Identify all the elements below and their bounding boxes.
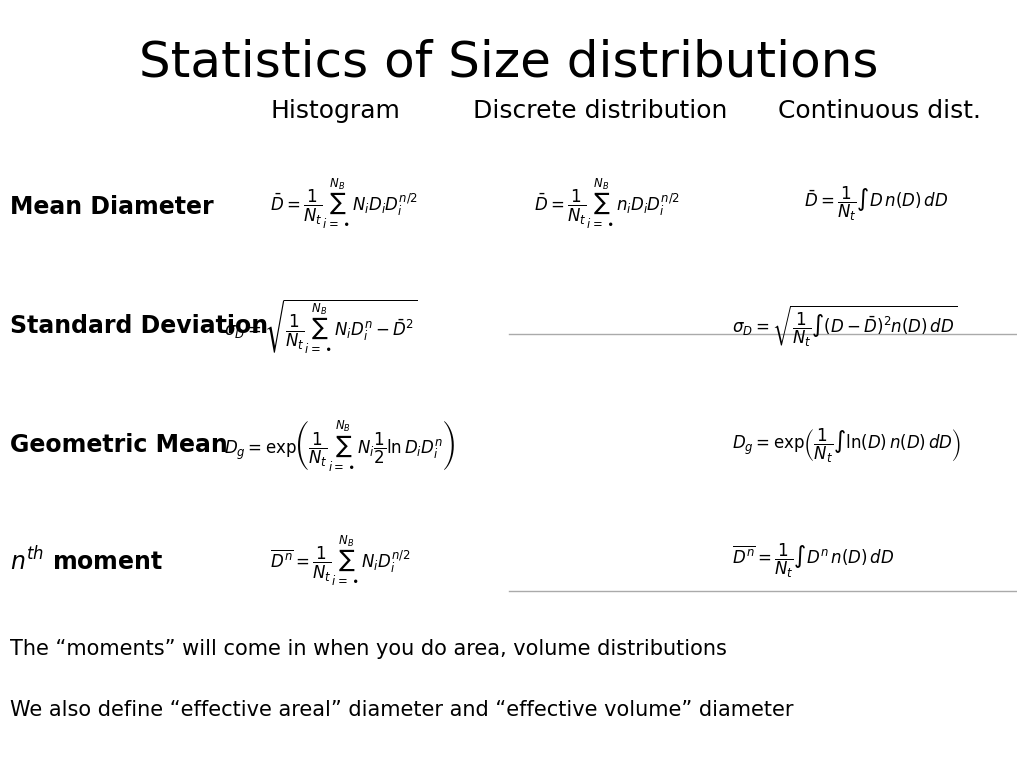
Text: Histogram: Histogram: [270, 99, 400, 124]
Text: $\bar{D} = \dfrac{1}{N_t} \sum_{i=\bullet}^{N_B} n_i D_i D_{i}^{n/2}$: $\bar{D} = \dfrac{1}{N_t} \sum_{i=\bulle…: [535, 177, 680, 230]
Text: We also define “effective areal” diameter and “effective volume” diameter: We also define “effective areal” diamete…: [10, 700, 794, 720]
Text: The “moments” will come in when you do area, volume distributions: The “moments” will come in when you do a…: [10, 639, 727, 659]
Text: Discrete distribution: Discrete distribution: [473, 99, 727, 124]
Text: Statistics of Size distributions: Statistics of Size distributions: [139, 38, 879, 87]
Text: $D_g = \exp\!\left(\dfrac{1}{N_t} \sum_{i=\bullet}^{N_B} N_i \dfrac{1}{2}\ln D_i: $D_g = \exp\!\left(\dfrac{1}{N_t} \sum_{…: [224, 418, 455, 473]
Text: Standard Deviation: Standard Deviation: [10, 314, 268, 339]
Text: $n^{th}$ moment: $n^{th}$ moment: [10, 546, 163, 575]
Text: $\sigma_D = \sqrt{\dfrac{1}{N_t} \int (D - \bar{D})^2 n(D)\,dD}$: $\sigma_D = \sqrt{\dfrac{1}{N_t} \int (D…: [732, 303, 957, 349]
Text: $\bar{D} = \dfrac{1}{N_t} \sum_{i=\bullet}^{N_B} N_i D_i D_{i}^{n/2}$: $\bar{D} = \dfrac{1}{N_t} \sum_{i=\bulle…: [269, 177, 418, 230]
Text: $\overline{D^n} = \dfrac{1}{N_t} \sum_{i=\bullet}^{N_B} N_i D_{i}^{n/2}$: $\overline{D^n} = \dfrac{1}{N_t} \sum_{i…: [269, 534, 411, 588]
Text: $\overline{D^n} = \dfrac{1}{N_t} \int D^n\,n(D)\,dD$: $\overline{D^n} = \dfrac{1}{N_t} \int D^…: [732, 541, 895, 580]
Text: $\bar{D} = \dfrac{1}{N_t} \int D\,n(D)\,dD$: $\bar{D} = \dfrac{1}{N_t} \int D\,n(D)\,…: [804, 184, 948, 223]
Text: Mean Diameter: Mean Diameter: [10, 195, 214, 220]
Text: Geometric Mean: Geometric Mean: [10, 433, 228, 458]
Text: $D_g = \exp\!\left(\dfrac{1}{N_t} \int \ln(D)\,n(D)\,dD\right)$: $D_g = \exp\!\left(\dfrac{1}{N_t} \int \…: [732, 426, 962, 465]
Text: Continuous dist.: Continuous dist.: [778, 99, 981, 124]
Text: $\sigma_D = \sqrt{\dfrac{1}{N_t} \sum_{i=\bullet}^{N_B} N_i D_{i}^{n} - \bar{D}^: $\sigma_D = \sqrt{\dfrac{1}{N_t} \sum_{i…: [224, 297, 418, 356]
